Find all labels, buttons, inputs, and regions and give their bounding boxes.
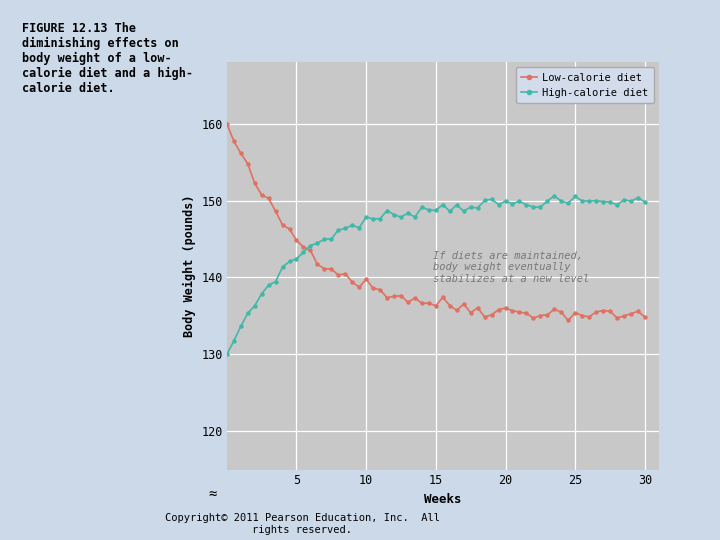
- Text: ≈: ≈: [208, 487, 217, 501]
- Text: FIGURE 12.13 The
diminishing effects on
body weight of a low-
calorie diet and a: FIGURE 12.13 The diminishing effects on …: [22, 22, 193, 95]
- Y-axis label: Body Weight (pounds): Body Weight (pounds): [183, 195, 196, 337]
- Legend: Low-calorie diet, High-calorie diet: Low-calorie diet, High-calorie diet: [516, 68, 654, 103]
- X-axis label: Weeks: Weeks: [424, 492, 462, 505]
- Text: Copyright© 2011 Pearson Education, Inc.  All
rights reserved.: Copyright© 2011 Pearson Education, Inc. …: [165, 513, 440, 535]
- Text: If diets are maintained,
body weight eventually
stabilizes at a new level: If diets are maintained, body weight eve…: [433, 251, 589, 284]
